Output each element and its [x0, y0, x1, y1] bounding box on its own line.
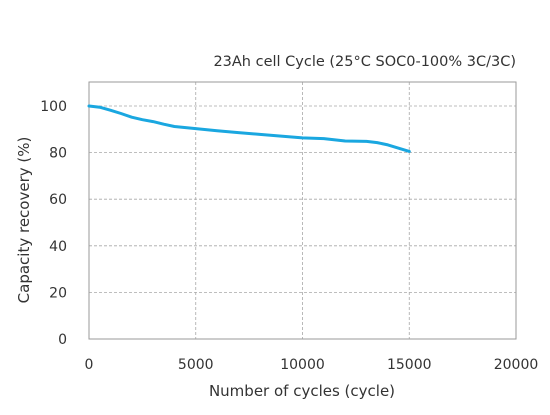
y-tick-label: 40: [49, 239, 67, 255]
x-axis-label: Number of cycles (cycle): [209, 382, 395, 400]
x-tick-label: 5000: [178, 357, 214, 373]
x-tick-label: 15000: [387, 357, 432, 373]
y-tick-label: 80: [49, 146, 67, 162]
x-tick-label: 10000: [280, 357, 325, 373]
chart-title: 23Ah cell Cycle (25°C SOC0-100% 3C/3C): [213, 54, 516, 70]
x-tick-label: 20000: [494, 357, 539, 373]
series-layer: [87, 104, 411, 153]
y-tick-label: 20: [49, 285, 67, 301]
plot-frame: [88, 81, 517, 340]
x-tick-label: 0: [85, 357, 94, 373]
y-tick-label: 100: [40, 99, 67, 115]
grid-lines: [89, 82, 516, 339]
series-line: [87, 104, 411, 153]
y-axis-label: Capacity recovery (%): [15, 137, 33, 304]
y-tick-label: 60: [49, 192, 67, 208]
tick-labels: 0 20 40 60 80 100 0 5000 10000 15000 20000: [40, 99, 538, 373]
y-tick-label: 0: [58, 332, 67, 348]
